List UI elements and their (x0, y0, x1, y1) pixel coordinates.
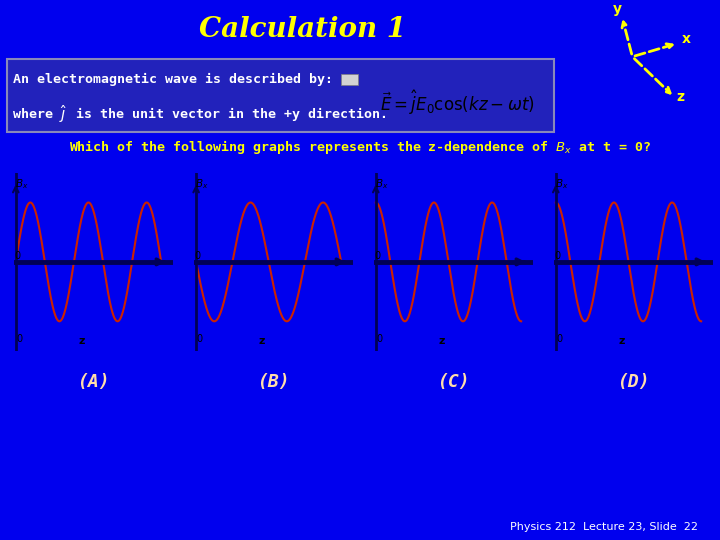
Text: z: z (618, 336, 624, 346)
Text: z: z (676, 90, 684, 104)
Text: (D): (D) (617, 373, 650, 390)
Text: (B): (B) (257, 373, 290, 390)
Text: where: where (13, 107, 53, 120)
Text: $B_x$: $B_x$ (554, 178, 568, 192)
Text: z: z (78, 336, 84, 346)
Text: $B_x$: $B_x$ (374, 178, 388, 192)
Text: is the unit vector in the +y direction.: is the unit vector in the +y direction. (76, 107, 387, 120)
Text: x: x (681, 32, 690, 46)
Text: $B_x$: $B_x$ (14, 178, 28, 192)
Text: $\hat{\jmath}$: $\hat{\jmath}$ (59, 103, 68, 125)
Text: 0: 0 (557, 334, 562, 344)
FancyBboxPatch shape (7, 59, 554, 132)
Text: Calculation 1: Calculation 1 (199, 16, 406, 43)
Text: Physics 212  Lecture 23, Slide  22: Physics 212 Lecture 23, Slide 22 (510, 522, 698, 532)
Text: (A): (A) (77, 373, 110, 390)
Text: (C): (C) (437, 373, 470, 390)
Text: 0: 0 (374, 251, 381, 261)
Text: z: z (258, 336, 264, 346)
Text: 0: 0 (17, 334, 22, 344)
Text: 0: 0 (194, 251, 201, 261)
Text: 0: 0 (377, 334, 382, 344)
Text: 0: 0 (197, 334, 203, 344)
Text: Which of the following graphs represents the z-dependence of $B_x$ at t = 0?: Which of the following graphs represents… (69, 138, 651, 156)
Text: 0: 0 (14, 251, 21, 261)
Text: $\vec{E} = \hat{j}E_0\cos(kz - \omega t)$: $\vec{E} = \hat{j}E_0\cos(kz - \omega t)… (380, 88, 534, 117)
Text: y: y (613, 3, 622, 17)
Bar (341, 75, 358, 85)
Text: $B_x$: $B_x$ (194, 178, 208, 192)
Text: An electromagnetic wave is described by:: An electromagnetic wave is described by: (13, 73, 333, 86)
Text: z: z (438, 336, 444, 346)
Text: 0: 0 (554, 251, 561, 261)
